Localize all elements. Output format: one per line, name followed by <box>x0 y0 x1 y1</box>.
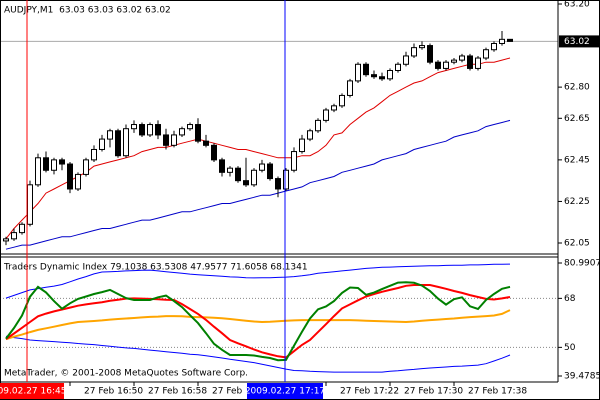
indicator-line <box>5 281 511 362</box>
candle-body <box>227 167 233 173</box>
candle-body <box>267 163 273 180</box>
candle-body <box>163 134 169 146</box>
candle-body <box>115 130 121 157</box>
candle-body <box>179 128 185 136</box>
candle-body <box>171 134 177 146</box>
y-tick-label: 39.4785 <box>564 372 600 382</box>
candle-body <box>251 169 257 186</box>
candle-body <box>107 130 113 140</box>
moving-average <box>5 57 511 240</box>
candle-body <box>379 76 385 80</box>
candle-body <box>19 223 25 234</box>
x-tick-label: 27 Feb 17:22 <box>340 387 399 397</box>
indicator-line <box>5 309 511 341</box>
x-tick-label: 27 Feb 17:38 <box>468 387 527 397</box>
candle-body <box>235 167 241 182</box>
candle-body <box>355 63 361 82</box>
candle-body <box>155 124 161 136</box>
x-tick-label: 27 Feb 17:06 <box>212 387 271 397</box>
candle-body <box>35 157 41 186</box>
y-tick-label: 62.05 <box>564 239 590 249</box>
y-tick-label: 62.65 <box>564 114 590 124</box>
candle-body <box>259 163 265 171</box>
candle-body <box>331 105 337 111</box>
candle-body <box>3 238 9 242</box>
y-tick-label: 62.45 <box>564 155 590 165</box>
candle-body <box>459 55 465 61</box>
candle-body <box>243 180 249 186</box>
candle-body <box>347 80 353 96</box>
crosshair-box <box>247 383 323 399</box>
indicator-line <box>5 335 511 373</box>
crosshair-label: 2009.02.27 17:17 <box>245 387 325 397</box>
copyright: MetaTrader, © 2001-2008 MetaQuotes Softw… <box>4 369 248 379</box>
candle-body <box>291 151 297 171</box>
y-tick-label: 62.80 <box>564 83 590 93</box>
candle-body <box>75 173 81 190</box>
candle-body <box>435 61 441 69</box>
candle-body <box>123 128 129 157</box>
candle-body <box>283 169 289 190</box>
indicator-line <box>5 263 511 299</box>
y-tick-label: 63.20 <box>564 0 590 10</box>
candle-body <box>427 45 433 63</box>
candle-body <box>99 138 105 150</box>
candle-body <box>483 49 489 59</box>
indicator-panel <box>0 263 558 373</box>
candle-body <box>387 70 393 80</box>
candle-body <box>187 124 193 130</box>
candle-body <box>395 63 401 72</box>
y-tick-label: 50 <box>564 343 576 353</box>
candle-body <box>219 159 225 173</box>
candle-body <box>83 159 89 175</box>
candle-body <box>27 184 33 225</box>
candle-body <box>315 119 321 132</box>
candle-body <box>139 124 145 136</box>
candle-body <box>507 38 513 42</box>
price-title: AUDJPY,M1 63.03 63.03 63.02 63.02 <box>4 6 171 16</box>
candle-body <box>467 55 473 69</box>
current-price-label: 63.02 <box>564 37 590 47</box>
candle-body <box>339 94 345 107</box>
candle-body <box>211 144 217 161</box>
candle-body <box>299 138 305 153</box>
current-price-box <box>559 35 599 48</box>
candle-body <box>59 159 65 165</box>
candle-body <box>475 57 481 69</box>
candle-body <box>491 42 497 51</box>
candle-body <box>451 59 457 63</box>
candle-body <box>403 55 409 65</box>
candle-body <box>203 140 209 146</box>
indicator-title: Traders Dynamic Index 79.1038 63.5308 47… <box>3 263 308 273</box>
crosshair-label: 09.02.27 16:45 <box>0 387 66 397</box>
candle-body <box>43 157 49 171</box>
candle-body <box>51 159 57 171</box>
x-tick-label: 27 Feb 17:30 <box>404 387 463 397</box>
candle-body <box>443 61 449 69</box>
candle-body <box>11 232 17 240</box>
candle-body <box>499 38 505 44</box>
indicator-line <box>5 284 511 359</box>
crosshair-box <box>0 383 64 399</box>
y-tick-label: 80.9907 <box>564 259 600 269</box>
candle-body <box>363 63 369 76</box>
candle-body <box>67 163 73 190</box>
x-tick-label: 27 Feb 16:58 <box>148 387 207 397</box>
candle-body <box>411 47 417 57</box>
candle-body <box>275 178 281 190</box>
candle-body <box>419 45 425 49</box>
candle-body <box>91 148 97 161</box>
candle-body <box>131 124 137 130</box>
candle-body <box>307 130 313 140</box>
candle-body <box>323 109 329 121</box>
candle-body <box>147 124 153 136</box>
y-tick-label: 62.25 <box>564 197 590 207</box>
moving-average <box>5 119 511 250</box>
y-tick-label: 68 <box>564 294 576 304</box>
candle-body <box>371 74 377 78</box>
x-tick-label: 27 Feb 16:50 <box>84 387 143 397</box>
candle-body <box>195 124 201 142</box>
